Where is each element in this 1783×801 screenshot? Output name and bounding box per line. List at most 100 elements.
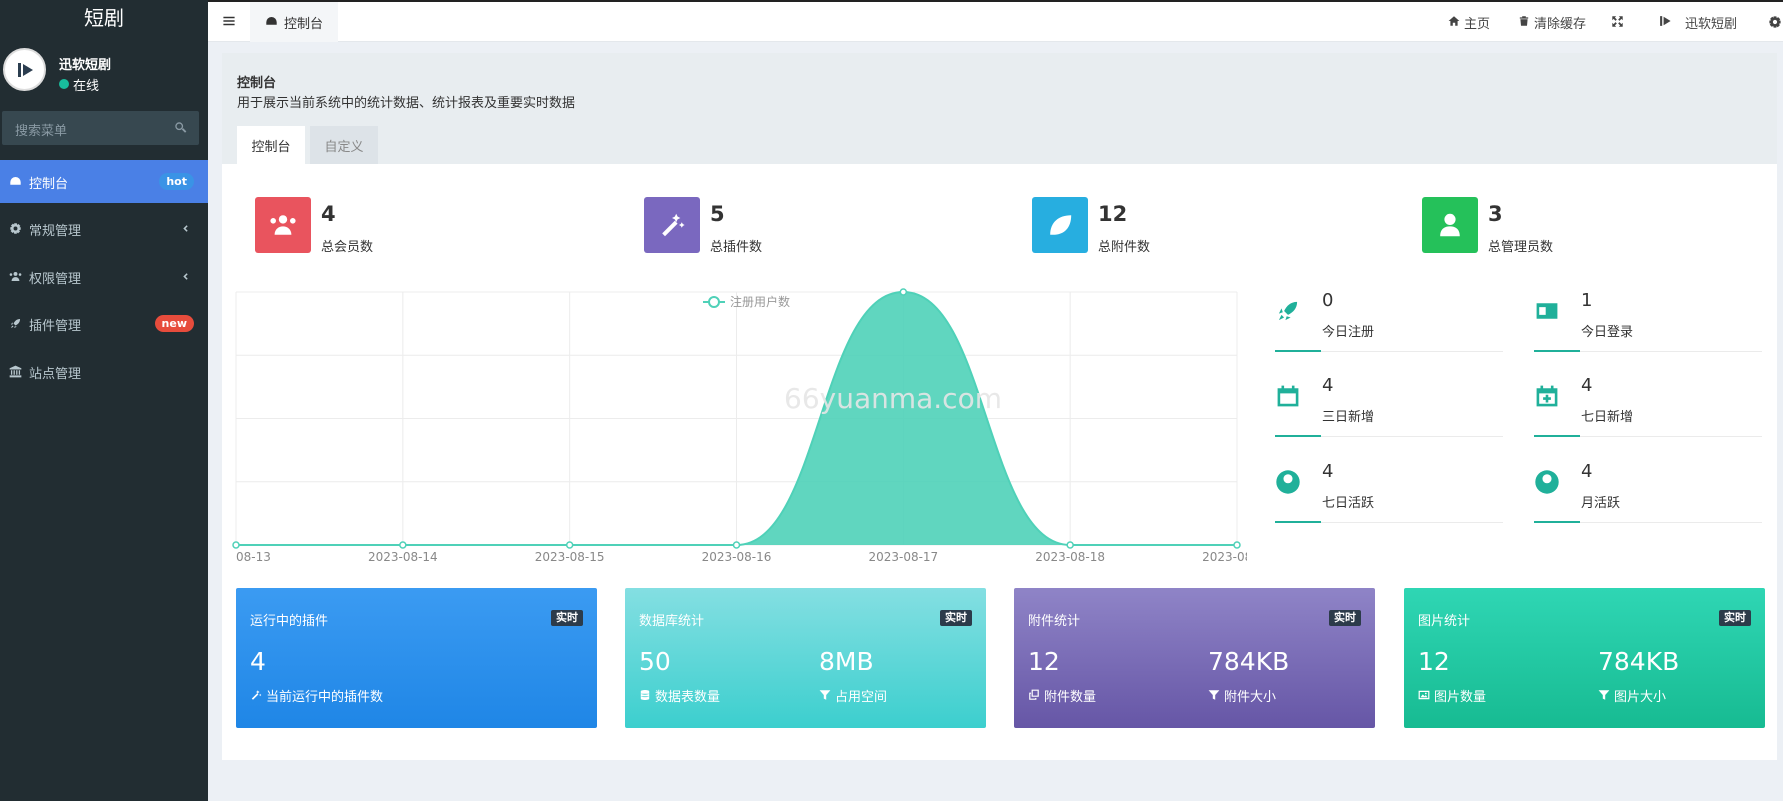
card-title: 数据库统计 <box>639 614 705 629</box>
card-value: 784KB <box>1208 647 1290 676</box>
stat-icon <box>644 197 700 253</box>
stat-card: 运行中的插件 实时 4 当前运行中的插件数 <box>236 588 597 728</box>
today-value: 0 <box>1322 290 1334 311</box>
divider-accent <box>1534 350 1580 352</box>
icon-shape <box>266 16 277 25</box>
icon <box>1418 690 1430 700</box>
icon-shape <box>640 690 650 700</box>
menu-label: 插件管理 <box>29 319 82 334</box>
divider-accent <box>1275 350 1321 352</box>
menu-badge: hot <box>159 173 194 190</box>
icon-shape <box>9 273 22 276</box>
icon-shape <box>9 365 22 378</box>
panel-tab[interactable]: 自定义 <box>310 126 378 164</box>
icon-shape <box>1519 16 1529 26</box>
icon <box>270 215 296 235</box>
icon-shape <box>1278 301 1298 321</box>
icon <box>1208 690 1220 700</box>
link-label: 清除缓存 <box>1534 17 1587 32</box>
icon <box>251 690 262 700</box>
today-value: 4 <box>1581 461 1593 482</box>
today-label: 三日新增 <box>1322 410 1375 425</box>
divider <box>1534 436 1762 437</box>
card-value: 12 <box>1028 647 1060 676</box>
divider <box>1275 436 1503 437</box>
icon-shape <box>1418 690 1430 700</box>
icon <box>183 225 188 232</box>
tab-label: 控制台 <box>251 140 291 155</box>
divider <box>1275 522 1503 523</box>
icon-shape <box>1598 690 1610 700</box>
card-label: 占用空间 <box>835 690 888 705</box>
icon <box>819 690 831 700</box>
tab-label: 自定义 <box>324 140 364 155</box>
icon <box>10 223 21 234</box>
icon <box>1769 16 1781 28</box>
divider <box>1534 351 1762 352</box>
menu-label: 控制台 <box>29 177 69 192</box>
menu-item[interactable]: 常规管理 <box>0 207 208 250</box>
icon <box>1612 16 1623 27</box>
divider <box>1275 351 1503 352</box>
icon-shape <box>11 271 20 282</box>
icon <box>1536 303 1558 319</box>
card-label: 图片数量 <box>1434 690 1487 705</box>
card-value: 12 <box>1418 647 1450 676</box>
icon <box>10 318 21 329</box>
topbar: 控制台 主页 清除缓存 迅软短剧 <box>208 0 1783 42</box>
icon-shape <box>183 225 188 232</box>
panel-heading <box>222 53 1777 164</box>
menu-label: 站点管理 <box>29 367 82 382</box>
icon-shape <box>1208 690 1220 700</box>
icon <box>10 176 21 185</box>
today-label: 七日活跃 <box>1322 496 1375 511</box>
status-dot <box>59 79 69 89</box>
menu-item[interactable]: 权限管理 <box>0 255 208 298</box>
stat-value: 12 <box>1098 202 1128 226</box>
icon-shape <box>1276 470 1300 494</box>
menu-item[interactable]: 插件管理 new <box>0 302 208 345</box>
icon <box>1535 470 1559 494</box>
icon-shape <box>1536 303 1558 319</box>
card-label: 数据表数量 <box>655 690 721 705</box>
stat-card: 数据库统计 实时 50 数据表数量 8MB 占用空间 <box>625 588 986 728</box>
icon-shape <box>10 318 21 329</box>
icon-shape <box>251 690 262 700</box>
divider-accent <box>1275 435 1321 437</box>
icon <box>9 271 22 282</box>
link-label: 迅软短剧 <box>1685 17 1738 32</box>
card-badge: 实时 <box>1329 610 1361 626</box>
stat-card: 附件统计 实时 12 附件数量 784KB 附件大小 <box>1014 588 1375 728</box>
panel-tab[interactable]: 控制台 <box>237 126 305 164</box>
icon-shape <box>183 273 188 280</box>
menu-label: 常规管理 <box>29 224 82 239</box>
icon <box>175 122 187 133</box>
menu-item[interactable]: 站点管理 <box>0 350 208 393</box>
search-placeholder: 搜索菜单 <box>15 124 68 139</box>
divider <box>1534 522 1762 523</box>
icon-shape <box>1535 470 1559 494</box>
icon-shape <box>18 63 33 77</box>
card-title: 图片统计 <box>1418 614 1471 629</box>
today-label: 今日注册 <box>1322 325 1375 340</box>
card-label: 附件大小 <box>1224 690 1277 705</box>
icon-shape <box>10 176 21 185</box>
topbar-tab[interactable]: 控制台 <box>250 2 338 42</box>
icon-shape <box>1277 385 1299 407</box>
icon <box>1276 470 1300 494</box>
card-badge: 实时 <box>551 610 583 626</box>
menu-item[interactable]: 控制台 hot <box>0 160 208 203</box>
stat-card: 图片统计 实时 12 图片数量 784KB 图片大小 <box>1404 588 1765 728</box>
stat-value: 4 <box>321 202 336 226</box>
icon <box>1536 385 1558 407</box>
sidebar: 短剧 迅软短剧 在线 搜索菜单 控制台 hot 常规管理 权限管理 插件管理 new 站点管理 <box>0 0 208 801</box>
card-label: 图片大小 <box>1614 690 1667 705</box>
icon <box>223 16 235 26</box>
search-box[interactable]: 搜索菜单 <box>2 111 199 145</box>
icon <box>1448 16 1460 26</box>
sidebar-brand: 短剧 <box>0 0 208 36</box>
icon <box>1519 16 1529 26</box>
stat-label: 总会员数 <box>321 240 374 255</box>
icon-shape <box>10 223 21 234</box>
